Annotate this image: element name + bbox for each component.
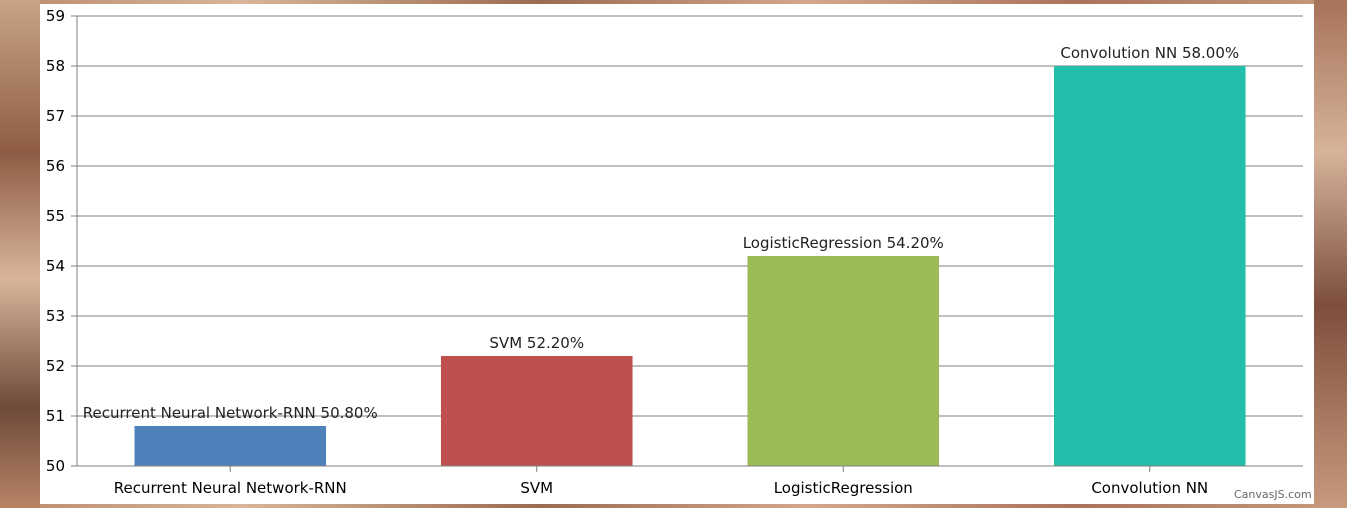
bar [440, 356, 633, 466]
y-tick-label: 52 [46, 357, 65, 375]
data-label: Recurrent Neural Network-RNN 50.80% [83, 404, 378, 422]
x-tick-label: Recurrent Neural Network-RNN [114, 479, 347, 497]
y-tick-label: 57 [46, 107, 65, 125]
y-tick-label: 50 [46, 457, 65, 475]
data-label: LogisticRegression 54.20% [743, 234, 944, 252]
y-tick-label: 58 [46, 57, 65, 75]
y-tick-label: 55 [46, 207, 65, 225]
data-label: Convolution NN 58.00% [1060, 44, 1239, 62]
y-axis-ticks: 50 51 52 53 54 55 56 57 58 59 [46, 7, 77, 475]
bar [134, 426, 327, 466]
x-tick-label: SVM [520, 479, 553, 497]
bar [1053, 66, 1246, 466]
credits-link[interactable]: CanvasJS.com [1234, 488, 1312, 501]
y-tick-label: 59 [46, 7, 65, 25]
y-tick-label: 54 [46, 257, 65, 275]
bar [747, 256, 940, 466]
y-tick-label: 51 [46, 407, 65, 425]
background-left [0, 0, 40, 508]
data-label: SVM 52.20% [489, 334, 584, 352]
y-tick-label: 53 [46, 307, 65, 325]
data-labels: Recurrent Neural Network-RNN 50.80% SVM 5… [83, 44, 1239, 422]
x-tick-label: LogisticRegression [774, 479, 913, 497]
x-axis-ticks: Recurrent Neural Network-RNN SVM LogisticR… [114, 466, 1208, 497]
x-tick-label: Convolution NN [1091, 479, 1208, 497]
bars [134, 66, 1246, 466]
y-tick-label: 56 [46, 157, 65, 175]
background-right [1314, 0, 1347, 508]
